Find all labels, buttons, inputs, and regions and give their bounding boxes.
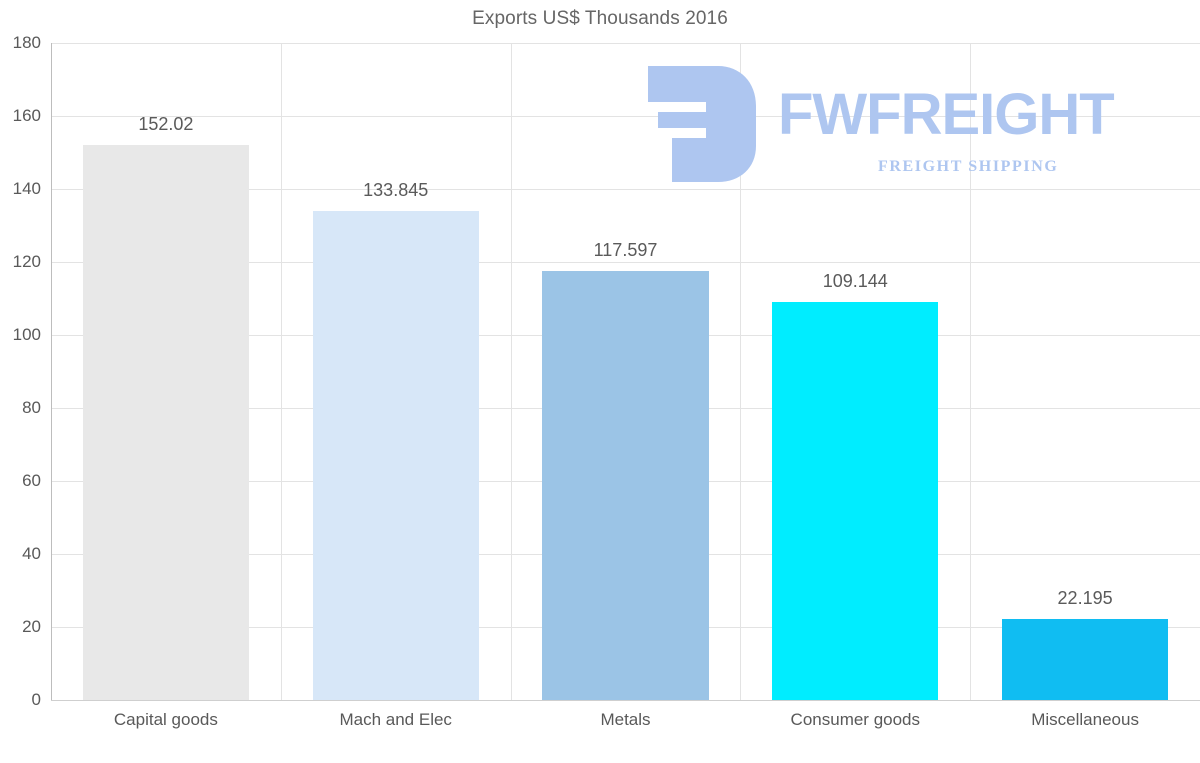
- x-axis-tick-label: Consumer goods: [790, 710, 921, 729]
- x-axis-tick-label: Capital goods: [113, 710, 218, 729]
- y-axis-tick-label: 80: [22, 398, 41, 417]
- y-axis-tick-label: 120: [12, 252, 41, 271]
- bar-value-label: 109.144: [822, 270, 888, 291]
- y-axis-line: [51, 43, 52, 700]
- gridline-x: [740, 43, 741, 700]
- bar[interactable]: [1002, 619, 1169, 700]
- y-axis-tick-label: 60: [22, 471, 41, 490]
- gridline-y: [51, 43, 1200, 44]
- y-axis-tick-label: 100: [12, 325, 41, 344]
- gridline-y: [51, 262, 1200, 263]
- y-axis-tick-label: 0: [31, 690, 41, 709]
- bar-value-label: 117.597: [593, 239, 658, 260]
- y-axis-tick-label: 40: [22, 544, 41, 563]
- bar-value-label: 152.02: [138, 114, 194, 135]
- gridline-y: [51, 189, 1200, 190]
- bar[interactable]: [772, 301, 939, 700]
- y-axis-tick-label: 160: [12, 106, 41, 125]
- gridline-y: [51, 700, 1200, 701]
- gridline-y: [51, 116, 1200, 117]
- gridline-x: [970, 43, 971, 700]
- plot-area: 0 20 40 60 80 100 120 140 160 180 152.02 133.845 11…: [13, 33, 1200, 709]
- y-axis-tick-label: 180: [12, 33, 41, 52]
- x-axis-tick-label: Mach and Elec: [339, 710, 452, 729]
- y-axis-tick-label: 140: [12, 179, 41, 198]
- gridline-x: [511, 43, 512, 700]
- bar-value-label: 22.195: [1057, 587, 1113, 608]
- bar[interactable]: [312, 211, 479, 700]
- chart-title: Exports US$ Thousands 2016: [472, 8, 728, 29]
- x-axis-tick-label: Miscellaneous: [1031, 710, 1139, 729]
- gridline-x: [281, 43, 282, 700]
- x-axis-tick-label: Metals: [600, 710, 651, 729]
- bar-value-label: 133.845: [363, 180, 429, 201]
- y-axis-tick-label: 20: [22, 617, 41, 636]
- y-axis-tick-labels: 0 20 40 60 80 100 120 140 160 180: [13, 33, 1200, 709]
- bar[interactable]: [82, 145, 249, 700]
- bar[interactable]: [542, 270, 709, 700]
